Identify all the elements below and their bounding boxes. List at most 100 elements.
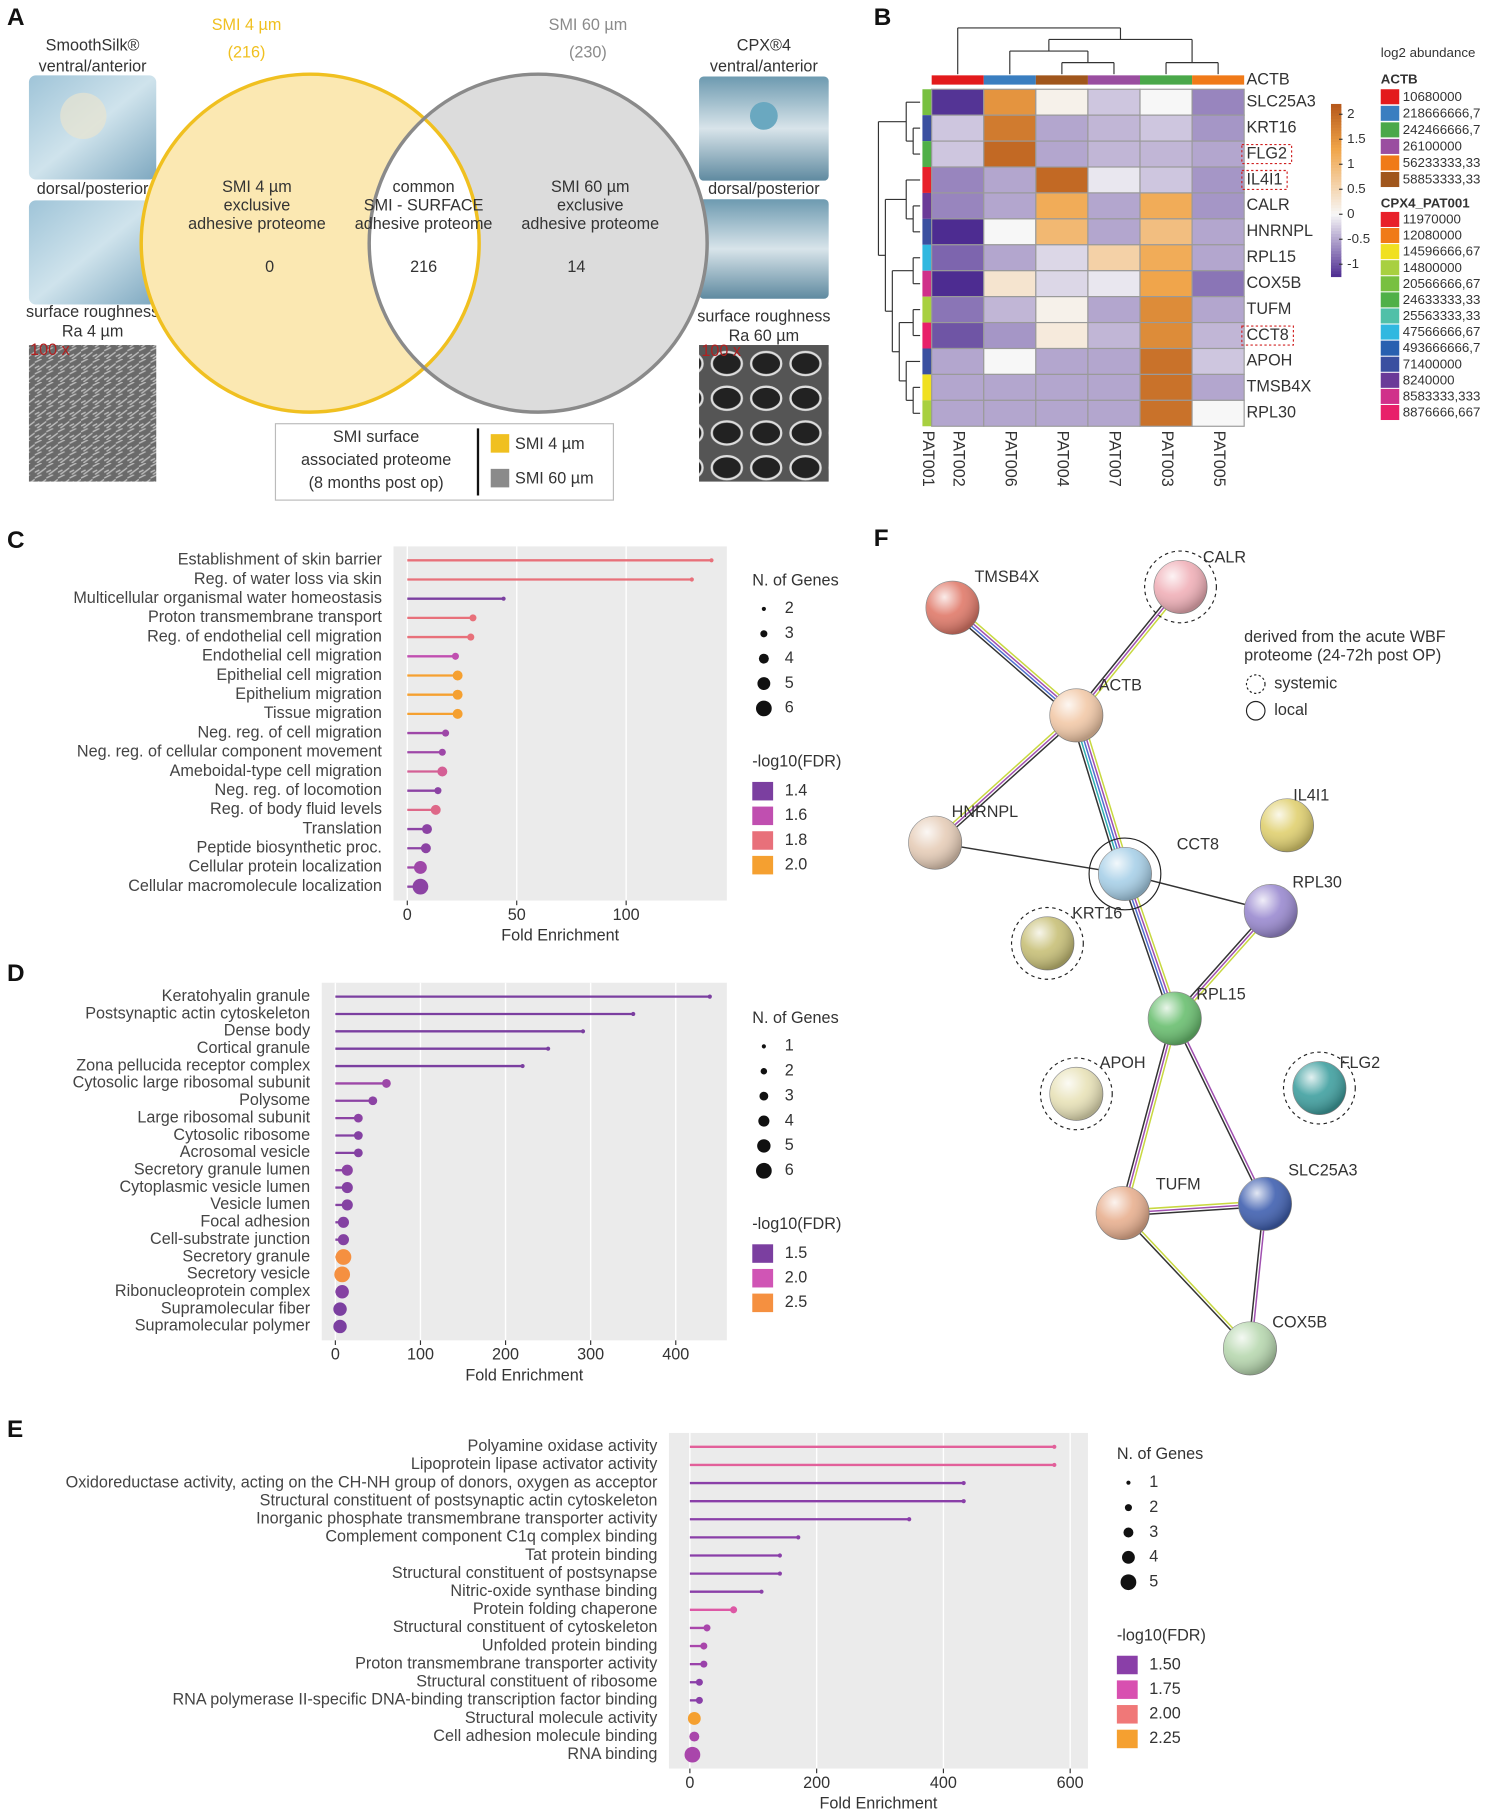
- node-label: APOH: [1100, 1054, 1146, 1072]
- size-label: 1: [785, 1037, 794, 1055]
- category-label: Multicellular organismal water homeostas…: [73, 589, 382, 607]
- heat-cell: [1139, 244, 1193, 272]
- color-key: [752, 1268, 774, 1288]
- node-label: HNRNPL: [952, 803, 1019, 821]
- legend-label: 58853333,33: [1403, 172, 1481, 187]
- colorbar-step: [1330, 135, 1342, 140]
- heat-cell: [1087, 296, 1141, 324]
- row-annotation: [922, 322, 932, 349]
- size-key: [1123, 1527, 1134, 1538]
- lollipop-point: [452, 689, 463, 700]
- lollipop-point: [438, 748, 446, 756]
- color-label: 2.25: [1149, 1729, 1181, 1747]
- heat-cell: [1139, 347, 1193, 375]
- colorbar-step: [1330, 244, 1342, 249]
- network-edge: [1172, 1018, 1265, 1205]
- row-annotation: [922, 141, 932, 168]
- colorbar-step: [1330, 170, 1342, 174]
- lollipop-point: [467, 633, 475, 641]
- colorbar-step: [1330, 198, 1342, 203]
- network-edge: [1124, 1019, 1179, 1214]
- lollipop-point: [437, 766, 448, 777]
- region-count: 0: [265, 258, 274, 276]
- category-label: Cellular protein localization: [188, 858, 381, 876]
- category-label: Focal adhesion: [200, 1213, 310, 1231]
- size-key: [760, 1068, 768, 1075]
- legend-label: 56233333,33: [1403, 155, 1481, 170]
- x-axis-title: Fold Enrichment: [501, 927, 619, 945]
- category-label: Tissue migration: [264, 704, 382, 722]
- heat-cell: [983, 347, 1037, 375]
- size-key: [757, 1139, 771, 1153]
- colorbar-step: [1330, 224, 1342, 229]
- category-label: Oxidoreductase activity, acting on the C…: [66, 1473, 658, 1491]
- legend-swatch: [1380, 340, 1400, 356]
- heat-cell: [1087, 114, 1141, 142]
- size-label: 1: [1149, 1473, 1158, 1491]
- colorbar-step: [1330, 172, 1342, 177]
- heat-cell: [983, 140, 1037, 168]
- column-label: PAT003: [1158, 431, 1176, 487]
- size-key: [1120, 1574, 1137, 1591]
- legend-label: 242466666,7: [1403, 122, 1481, 137]
- row-annotation: [922, 270, 932, 297]
- network-edge: [951, 608, 1076, 717]
- node-label: KRT16: [1072, 905, 1122, 923]
- colorbar-step: [1330, 256, 1342, 260]
- plot-background: [393, 546, 727, 901]
- color-label: 1.4: [785, 781, 808, 799]
- region-label: SMI - SURFACE: [364, 196, 484, 214]
- colorbar-label: 2: [1347, 106, 1354, 121]
- lollipop-point: [907, 1517, 912, 1522]
- heat-cell: [1035, 192, 1089, 220]
- legend-label: 10680000: [1403, 89, 1462, 104]
- lollipop-point: [1052, 1462, 1057, 1468]
- network-edge: [952, 606, 1078, 715]
- node-label: TUFM: [1156, 1176, 1201, 1194]
- category-label: Cytosolic ribosome: [173, 1126, 310, 1144]
- color-label: 1.6: [785, 806, 808, 824]
- photo: [749, 101, 778, 130]
- colorbar-step: [1330, 227, 1342, 232]
- category-label: Epithelium migration: [235, 685, 382, 703]
- category-label: Structural molecule activity: [465, 1709, 658, 1727]
- row-label: KRT16: [1246, 118, 1296, 136]
- legend-title: SMI surface: [333, 428, 419, 446]
- legend-swatch: [1380, 308, 1400, 324]
- lollipop-point: [452, 670, 463, 681]
- heat-cell: [1191, 192, 1245, 220]
- node-label: TMSB4X: [975, 568, 1040, 586]
- x-tick-label: 50: [508, 906, 526, 924]
- node-shine: [1096, 1186, 1150, 1240]
- heat-cell: [1087, 321, 1141, 350]
- colorbar-step: [1330, 175, 1342, 180]
- colorbar-label: -1: [1347, 256, 1359, 271]
- heat-cell: [931, 88, 985, 116]
- row-annotation: [922, 400, 932, 427]
- region-label: SMI 60 µm: [551, 178, 630, 196]
- network-edge: [949, 610, 1075, 720]
- x-tick-label: 600: [1057, 1774, 1084, 1792]
- lollipop-point: [451, 652, 459, 660]
- network-edge: [1123, 1211, 1252, 1349]
- magnification: 100 x: [30, 341, 70, 359]
- heat-cell: [1035, 347, 1089, 375]
- legend-label: 12080000: [1403, 228, 1462, 243]
- category-label: Supramolecular fiber: [161, 1299, 311, 1317]
- panel-label: E: [7, 1416, 23, 1443]
- size-key: [1124, 1504, 1132, 1512]
- heat-cell: [1087, 244, 1141, 272]
- category-label: Endothelial cell migration: [202, 647, 382, 665]
- colorbar-step: [1330, 103, 1342, 108]
- column-label: PAT002: [949, 431, 967, 487]
- heat-cell: [1191, 140, 1245, 168]
- node-shine: [1292, 1061, 1347, 1115]
- lollipop-point: [341, 1199, 353, 1211]
- heat-cell: [1191, 88, 1245, 116]
- legend-swatch: [1380, 356, 1400, 372]
- legend-title: N. of Genes: [752, 1009, 838, 1027]
- node-shine: [908, 816, 962, 870]
- heat-cell: [1087, 373, 1141, 401]
- lollipop-point: [520, 1063, 525, 1069]
